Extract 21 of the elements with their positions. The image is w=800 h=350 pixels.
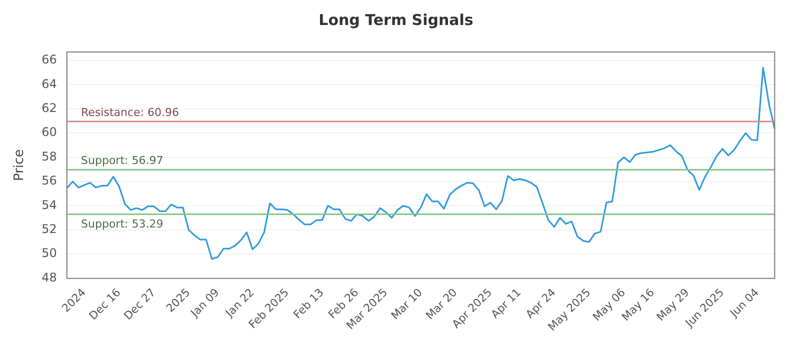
x-tick-label: Jan 09 [188, 286, 222, 320]
y-tick-label: 58 [42, 149, 57, 164]
x-tick-label: Dec 27 [121, 286, 158, 323]
y-tick-label: 66 [42, 52, 57, 67]
y-axis-title: Price [12, 149, 28, 182]
x-tick-label: Dec 16 [86, 286, 124, 323]
ref-line-label: Support: 56.97 [81, 154, 164, 168]
chart-title: Long Term Signals [318, 10, 474, 29]
y-tick-label: 56 [42, 174, 57, 188]
y-tick-label: 54 [42, 198, 57, 212]
y-tick-label: 50 [42, 246, 57, 260]
y-tick-label: 48 [42, 270, 57, 284]
x-tick-label: Jun 04 [726, 286, 762, 320]
y-tick-label: 64 [42, 76, 57, 91]
y-tick-label: 60 [42, 125, 57, 140]
ref-line-label: Resistance: 60.96 [81, 106, 179, 119]
x-tick-label: Feb 13 [290, 286, 326, 322]
y-tick-label: 52 [42, 222, 57, 236]
y-tick-label: 62 [42, 101, 57, 116]
x-tick-label: Mar 10 [388, 286, 425, 322]
ref-line-label: Support: 53.29 [81, 218, 164, 231]
